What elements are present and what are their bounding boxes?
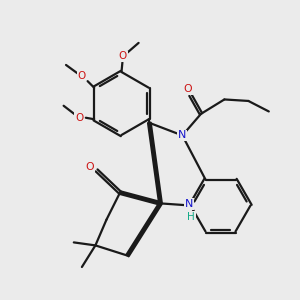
- Text: O: O: [183, 84, 192, 94]
- Text: O: O: [119, 51, 127, 62]
- Text: O: O: [86, 162, 94, 172]
- Text: H: H: [187, 212, 195, 222]
- Text: O: O: [77, 71, 86, 81]
- Text: N: N: [178, 130, 187, 140]
- Text: N: N: [185, 199, 193, 209]
- Text: O: O: [75, 113, 83, 123]
